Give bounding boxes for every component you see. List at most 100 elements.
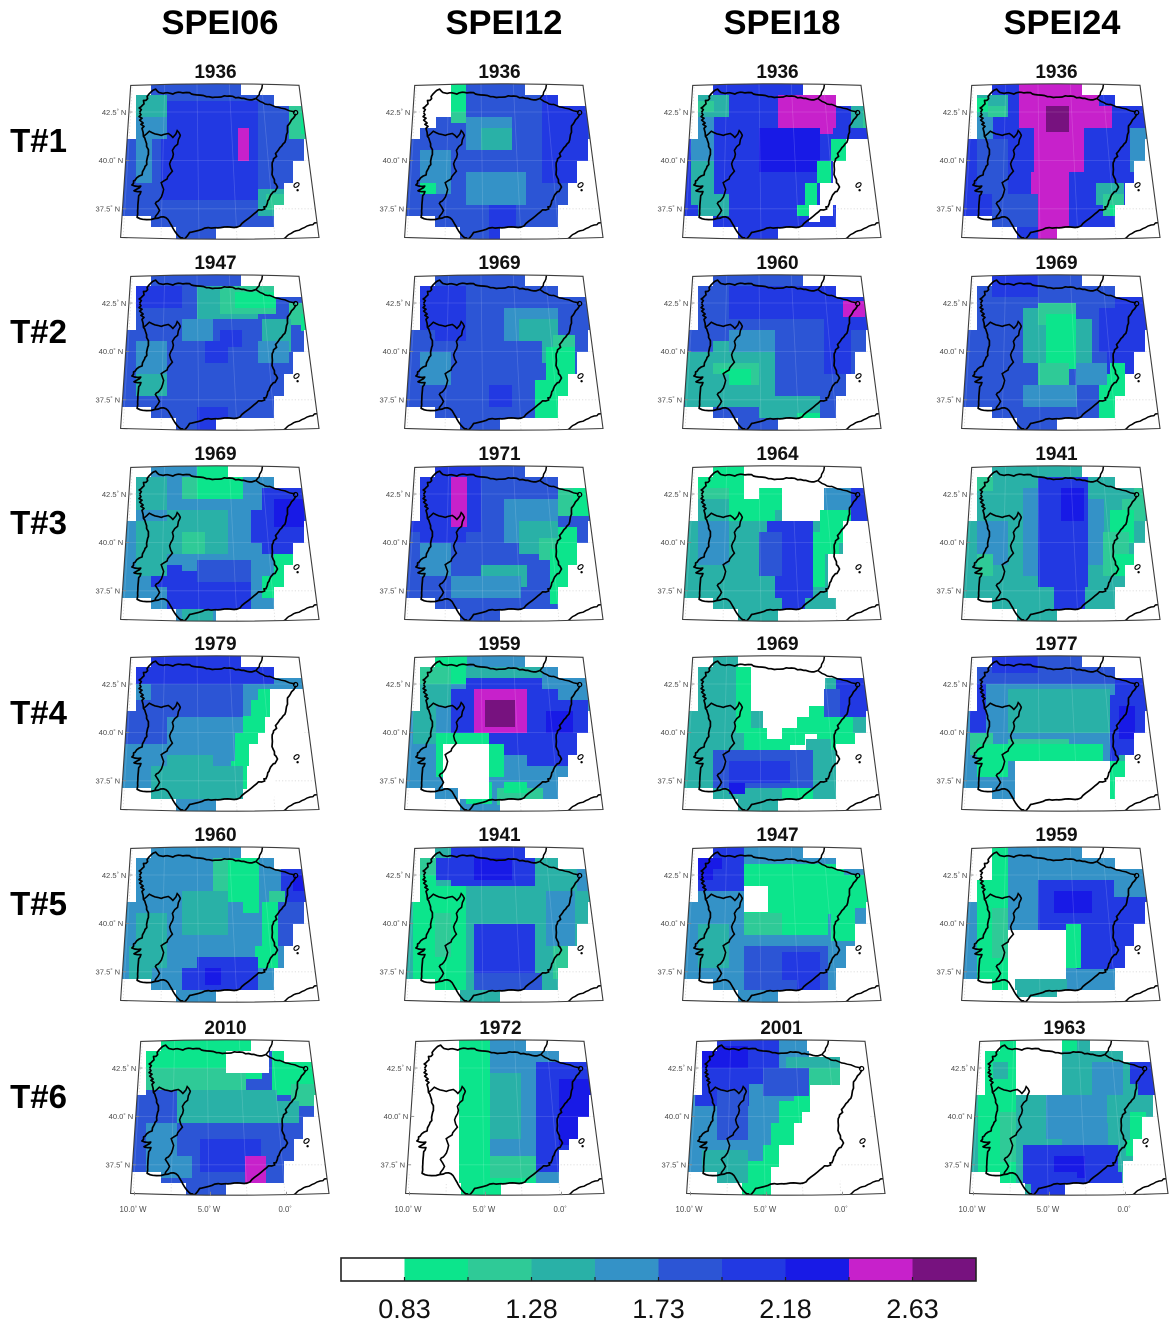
svg-text:42.5° N: 42.5° N [664,871,689,880]
svg-text:40.0° N: 40.0° N [661,919,686,928]
svg-text:42.5° N: 42.5° N [102,108,127,117]
svg-text:42.5° N: 42.5° N [943,680,968,689]
svg-text:42.5° N: 42.5° N [664,108,689,117]
svg-text:37.5° N: 37.5° N [658,777,683,786]
svg-text:10.0° W: 10.0° W [959,1205,987,1214]
svg-text:42.5° N: 42.5° N [943,871,968,880]
svg-text:1947: 1947 [194,253,236,274]
svg-text:37.5° N: 37.5° N [937,777,962,786]
svg-text:T#5: T#5 [10,885,67,922]
svg-text:42.5° N: 42.5° N [102,490,127,499]
svg-text:42.5° N: 42.5° N [102,871,127,880]
svg-text:42.5° N: 42.5° N [386,490,411,499]
svg-text:37.5° N: 37.5° N [96,968,121,977]
svg-text:42.5° N: 42.5° N [951,1064,976,1073]
svg-text:42.5° N: 42.5° N [668,1064,693,1073]
svg-text:40.0° N: 40.0° N [99,919,124,928]
svg-text:37.5° N: 37.5° N [96,587,121,596]
svg-text:40.0° N: 40.0° N [99,347,124,356]
svg-text:37.5° N: 37.5° N [937,968,962,977]
svg-text:40.0° N: 40.0° N [940,728,965,737]
svg-text:40.0° N: 40.0° N [383,347,408,356]
svg-text:10.0° W: 10.0° W [676,1205,704,1214]
svg-text:1.28: 1.28 [505,1294,558,1324]
svg-text:2010: 2010 [204,1018,246,1039]
svg-text:T#1: T#1 [10,122,67,159]
svg-text:T#2: T#2 [10,313,67,350]
svg-text:42.5° N: 42.5° N [664,490,689,499]
svg-text:SPEI06: SPEI06 [162,4,279,42]
svg-text:1969: 1969 [194,444,236,465]
svg-text:1947: 1947 [756,825,798,846]
svg-text:40.0° N: 40.0° N [940,538,965,547]
svg-text:1971: 1971 [478,444,521,465]
svg-text:37.5° N: 37.5° N [937,396,962,405]
svg-text:1969: 1969 [756,634,798,655]
svg-text:37.5° N: 37.5° N [380,968,405,977]
svg-text:1959: 1959 [478,634,520,655]
svg-text:40.0° N: 40.0° N [383,728,408,737]
svg-text:37.5° N: 37.5° N [381,1161,406,1170]
svg-text:40.0° N: 40.0° N [99,728,124,737]
svg-text:1936: 1936 [478,62,520,83]
svg-text:37.5° N: 37.5° N [662,1161,687,1170]
svg-text:40.0° N: 40.0° N [940,156,965,165]
svg-text:1969: 1969 [478,253,520,274]
svg-text:40.0° N: 40.0° N [383,919,408,928]
svg-text:40.0° N: 40.0° N [383,156,408,165]
svg-text:SPEI18: SPEI18 [724,4,841,42]
svg-text:37.5° N: 37.5° N [658,205,683,214]
svg-text:42.5° N: 42.5° N [943,108,968,117]
svg-text:37.5° N: 37.5° N [945,1161,970,1170]
svg-text:5.0° W: 5.0° W [473,1205,496,1214]
svg-text:T#6: T#6 [10,1078,67,1115]
svg-text:37.5° N: 37.5° N [937,205,962,214]
svg-text:2.18: 2.18 [759,1294,812,1324]
svg-text:42.5° N: 42.5° N [102,299,127,308]
svg-text:1941: 1941 [1035,444,1078,465]
svg-text:1959: 1959 [1035,825,1077,846]
svg-text:37.5° N: 37.5° N [937,587,962,596]
svg-text:SPEI12: SPEI12 [446,4,563,42]
svg-text:37.5° N: 37.5° N [380,587,405,596]
svg-text:40.0° N: 40.0° N [661,538,686,547]
svg-text:1964: 1964 [756,444,799,465]
svg-text:42.5° N: 42.5° N [943,299,968,308]
svg-text:42.5° N: 42.5° N [386,680,411,689]
svg-text:37.5° N: 37.5° N [658,968,683,977]
svg-text:37.5° N: 37.5° N [658,587,683,596]
svg-text:0.0°: 0.0° [834,1205,847,1214]
svg-text:37.5° N: 37.5° N [96,396,121,405]
svg-text:42.5° N: 42.5° N [112,1064,137,1073]
svg-text:40.0° N: 40.0° N [661,347,686,356]
svg-text:40.0° N: 40.0° N [99,538,124,547]
svg-text:10.0° W: 10.0° W [395,1205,423,1214]
svg-text:37.5° N: 37.5° N [658,396,683,405]
svg-text:1941: 1941 [478,825,521,846]
svg-text:1960: 1960 [194,825,236,846]
svg-text:40.0° N: 40.0° N [661,156,686,165]
svg-text:40.0° N: 40.0° N [661,728,686,737]
svg-text:37.5° N: 37.5° N [106,1161,131,1170]
svg-text:1936: 1936 [756,62,798,83]
svg-text:0.83: 0.83 [378,1294,431,1324]
svg-text:1969: 1969 [1035,253,1077,274]
svg-text:42.5° N: 42.5° N [386,108,411,117]
svg-text:42.5° N: 42.5° N [386,299,411,308]
svg-text:10.0° W: 10.0° W [120,1205,148,1214]
svg-text:1977: 1977 [1035,634,1077,655]
svg-text:1.73: 1.73 [632,1294,685,1324]
svg-text:SPEI24: SPEI24 [1004,4,1121,42]
svg-text:1963: 1963 [1043,1018,1085,1039]
svg-text:42.5° N: 42.5° N [386,871,411,880]
svg-text:2.63: 2.63 [886,1294,939,1324]
svg-text:40.0° N: 40.0° N [99,156,124,165]
svg-text:0.0°: 0.0° [278,1205,291,1214]
svg-text:0.0°: 0.0° [553,1205,566,1214]
svg-text:40.0° N: 40.0° N [665,1112,690,1121]
svg-text:40.0° N: 40.0° N [383,538,408,547]
svg-text:1960: 1960 [756,253,798,274]
svg-text:37.5° N: 37.5° N [96,777,121,786]
svg-text:1979: 1979 [194,634,236,655]
svg-text:T#3: T#3 [10,504,67,541]
